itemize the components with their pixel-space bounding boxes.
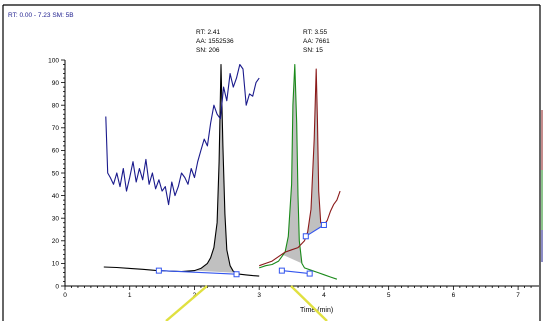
x-tick-label: 1 bbox=[128, 292, 132, 299]
peak-area-fills bbox=[194, 64, 324, 273]
x-tick-label: 7 bbox=[516, 292, 520, 299]
y-tick-label: 20 bbox=[52, 238, 60, 245]
y-tick-label: 90 bbox=[52, 80, 60, 87]
x-tick-label: 3 bbox=[257, 292, 261, 299]
y-tick-label: 40 bbox=[52, 193, 60, 200]
annotation-pointer-1 bbox=[165, 285, 208, 322]
annotation-pointers bbox=[165, 285, 328, 322]
y-tick-label: 10 bbox=[52, 261, 60, 268]
peak-1-rt: RT: 2.41 bbox=[196, 29, 220, 36]
peak-1-area: AA: 1552536 bbox=[196, 38, 234, 45]
integration-baseline-2 bbox=[281, 270, 310, 275]
peak-2-area: AA: 7661 bbox=[303, 38, 330, 45]
integration-marker-2 bbox=[233, 271, 240, 278]
integration-marker-4 bbox=[306, 270, 313, 277]
y-tick-label: 30 bbox=[52, 216, 60, 223]
y-tick-label: 0 bbox=[55, 283, 59, 290]
peak-labels: RT: 2.41 AA: 1552536 SN: 206 RT: 3.55 AA… bbox=[196, 29, 330, 54]
integration-baseline-1 bbox=[158, 270, 237, 275]
y-tick-label: 70 bbox=[52, 125, 60, 132]
integration-marker-5 bbox=[302, 233, 309, 240]
peak-2-rt: RT: 3.55 bbox=[303, 29, 327, 36]
integration-marker-3 bbox=[278, 267, 285, 274]
x-tick-label: 4 bbox=[322, 292, 326, 299]
y-tick-label: 60 bbox=[52, 148, 60, 155]
y-tick-label: 50 bbox=[52, 170, 60, 177]
y-axis-ticks: 0 10 20 30 40 50 60 70 80 90 100 bbox=[48, 57, 65, 290]
integration-baseline-3 bbox=[305, 224, 325, 237]
x-tick-label: 5 bbox=[387, 292, 391, 299]
peak-1-sn: SN: 206 bbox=[196, 47, 220, 54]
integration-marker-1 bbox=[155, 267, 162, 274]
trace-red bbox=[259, 68, 341, 267]
integration-marker-6 bbox=[320, 221, 327, 228]
y-tick-label: 80 bbox=[52, 103, 60, 110]
x-tick-label: 0 bbox=[63, 292, 67, 299]
integration-baselines bbox=[158, 224, 325, 275]
integration-markers bbox=[155, 221, 327, 278]
trace-green bbox=[259, 63, 338, 280]
peak-area-fill-3 bbox=[305, 69, 324, 237]
trace-blue_trace bbox=[105, 63, 260, 206]
y-tick-label: 100 bbox=[48, 57, 59, 64]
peak-2-sn: SN: 15 bbox=[303, 47, 323, 54]
peak-area-fill-2 bbox=[281, 64, 302, 264]
x-tick-label: 6 bbox=[452, 292, 456, 299]
rt-range-label: RT: 0.00 - 7.23 SM: 5B bbox=[8, 12, 74, 19]
annotation-pointer-2 bbox=[290, 285, 328, 322]
